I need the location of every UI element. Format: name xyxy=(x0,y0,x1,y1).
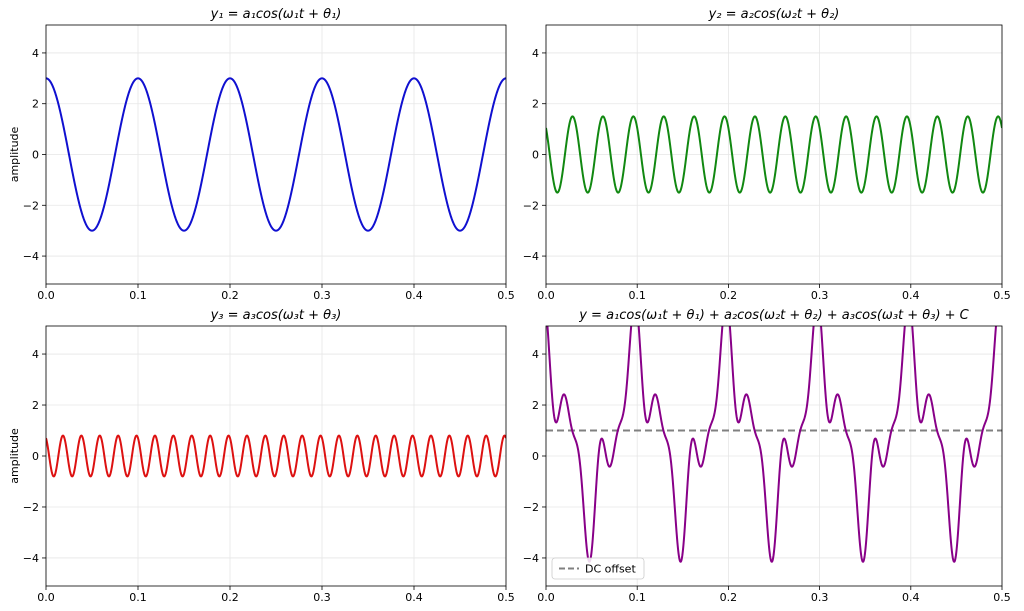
x-tick-label: 0.2 xyxy=(221,591,239,604)
subplot-title: y₃ = a₃cos(ω₃t + θ₃) xyxy=(210,308,342,323)
y-tick-label: 4 xyxy=(32,348,39,361)
y-tick-label: −4 xyxy=(23,552,39,565)
subplot-title: y₁ = a₁cos(ω₁t + θ₁) xyxy=(210,7,342,22)
x-tick-label: 0.0 xyxy=(537,591,555,604)
x-tick-label: 0.5 xyxy=(993,289,1011,302)
x-tick-label: 0.2 xyxy=(720,591,738,604)
x-tick-label: 0.0 xyxy=(37,591,55,604)
x-tick-label: 0.4 xyxy=(405,591,423,604)
y-tick-label: −2 xyxy=(523,199,539,212)
subplot-title: y = a₁cos(ω₁t + θ₁) + a₂cos(ω₂t + θ₂) + … xyxy=(578,308,969,323)
y-tick-label: −2 xyxy=(23,501,39,514)
x-tick-label: 0.3 xyxy=(313,591,331,604)
y-tick-label: 4 xyxy=(532,348,539,361)
axes-frame xyxy=(545,325,1003,587)
series-line-1 xyxy=(546,326,997,563)
x-tick-label: 0.5 xyxy=(497,289,515,302)
x-tick-label: 0.1 xyxy=(628,591,646,604)
x-tick-label: 0.2 xyxy=(221,289,239,302)
y-axis-label: amplitude xyxy=(8,428,21,484)
x-tick-label: 0.0 xyxy=(537,289,555,302)
y-tick-label: 4 xyxy=(532,47,539,60)
x-tick-label: 0.1 xyxy=(129,289,147,302)
axes-frame xyxy=(45,24,507,285)
y-tick-label: −4 xyxy=(523,250,539,263)
x-tick-label: 0.5 xyxy=(993,591,1011,604)
y-tick-label: 0 xyxy=(532,450,539,463)
axes-frame xyxy=(545,24,1003,285)
x-tick-label: 0.3 xyxy=(811,289,829,302)
y-tick-label: −2 xyxy=(23,199,39,212)
x-tick-label: 0.4 xyxy=(902,289,920,302)
x-tick-label: 0.0 xyxy=(37,289,55,302)
y-axis-label: amplitude xyxy=(8,126,21,182)
y-tick-label: 2 xyxy=(532,98,539,111)
series-line-1 xyxy=(46,434,506,478)
x-tick-label: 0.1 xyxy=(129,591,147,604)
y-tick-label: −4 xyxy=(23,250,39,263)
subplot-1: 0.0 0.1 0.2 0.3 0.4 0.5 −4 −2 0 2 4 y₁ = a₁cos(ω₁t … xyxy=(8,7,515,302)
y-tick-label: 2 xyxy=(32,399,39,412)
y-tick-label: −2 xyxy=(523,501,539,514)
y-tick-label: 0 xyxy=(32,149,39,162)
subplot-3: 0.0 0.1 0.2 0.3 0.4 0.5 −4 −2 0 2 4 y₃ = a₃cos(ω₃t … xyxy=(8,308,515,604)
y-tick-label: 2 xyxy=(32,98,39,111)
y-tick-label: 2 xyxy=(532,399,539,412)
legend-label: DC offset xyxy=(585,563,636,576)
x-tick-label: 0.1 xyxy=(628,289,646,302)
x-tick-label: 0.3 xyxy=(811,591,829,604)
y-tick-label: −4 xyxy=(523,552,539,565)
y-tick-label: 4 xyxy=(32,47,39,60)
y-tick-label: 0 xyxy=(32,450,39,463)
y-tick-label: 0 xyxy=(532,149,539,162)
subplot-2: 0.0 0.1 0.2 0.3 0.4 0.5 −4 −2 0 2 4 y₂ = a₂cos(ω₂t … xyxy=(523,7,1011,302)
axes-frame xyxy=(45,325,507,587)
subplot-4: 0.0 0.1 0.2 0.3 0.4 0.5 −4 −2 0 2 4 y = a₁cos(ω₁t +… xyxy=(523,308,1011,604)
x-tick-label: 0.2 xyxy=(720,289,738,302)
subplot-title: y₂ = a₂cos(ω₂t + θ₂) xyxy=(708,7,840,22)
legend-box xyxy=(551,557,645,580)
series-line-1 xyxy=(546,115,1002,194)
legend: DC offset xyxy=(551,557,645,580)
x-tick-label: 0.5 xyxy=(497,591,515,604)
series-line-1 xyxy=(46,77,506,232)
x-tick-label: 0.4 xyxy=(902,591,920,604)
x-tick-label: 0.3 xyxy=(313,289,331,302)
x-tick-label: 0.4 xyxy=(405,289,423,302)
